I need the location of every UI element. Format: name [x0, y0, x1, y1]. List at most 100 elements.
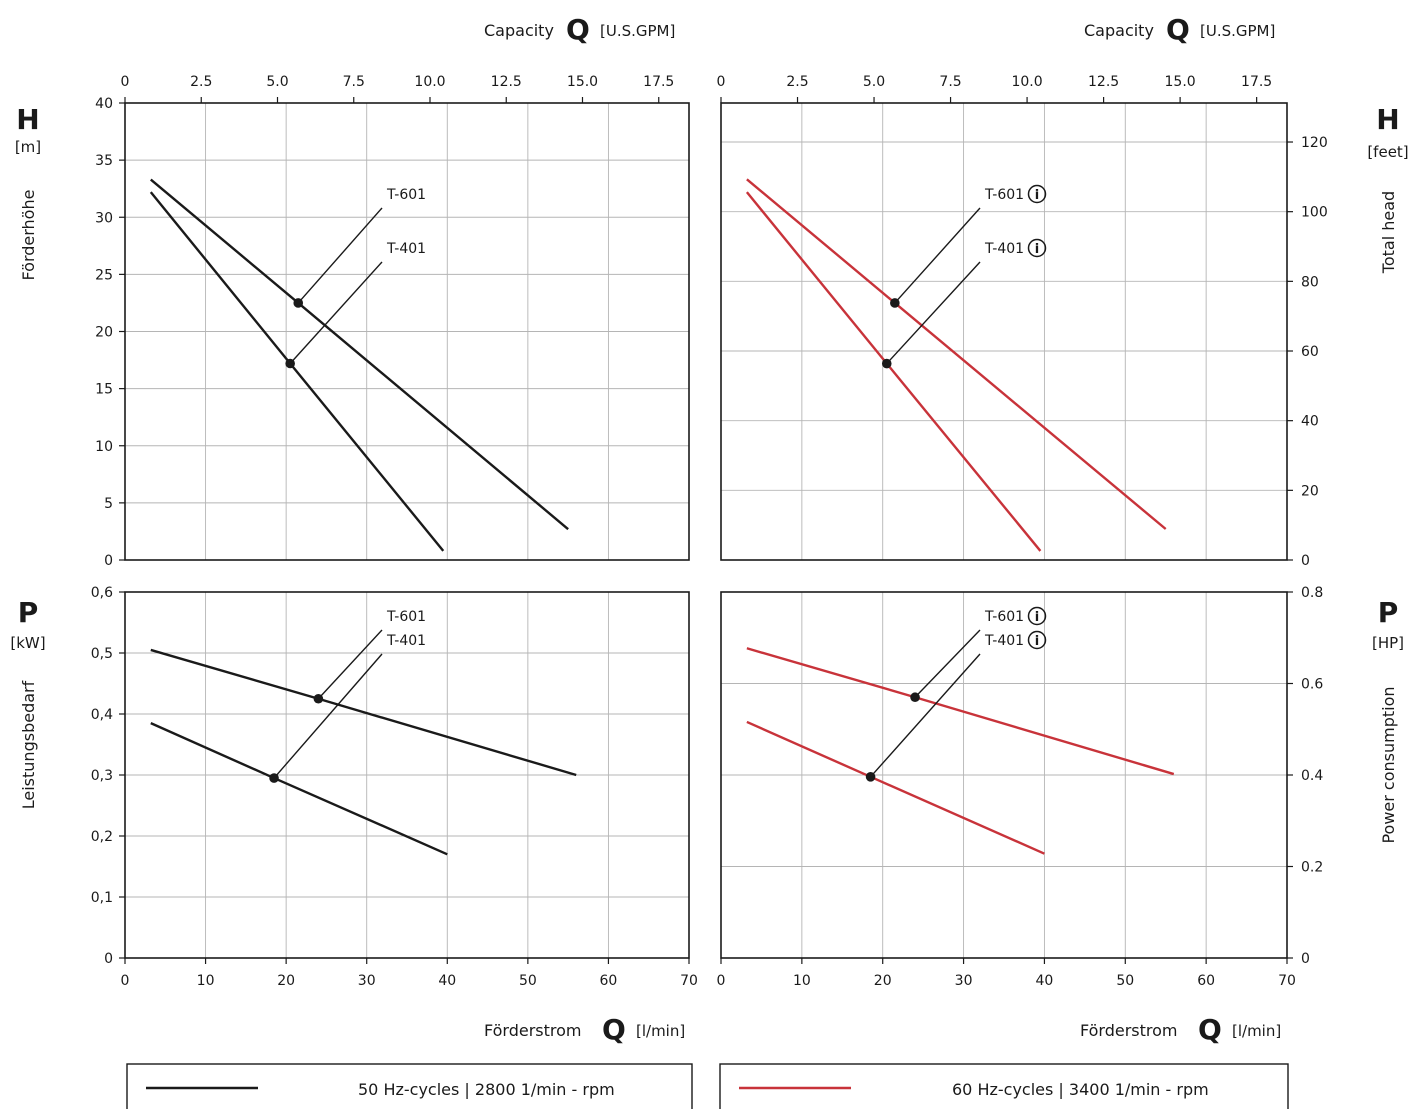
series-label-t-401: T-401 [984, 241, 1024, 257]
operating-point-t-401 [285, 358, 295, 369]
flow-label-left: Förderstrom [484, 1021, 582, 1040]
panel-head-50hz: 0 5 10 15 20 25 30 35 40 0 2.5 5.0 7.5 10.0 12.5 15.0 17… [95, 74, 690, 569]
series-label-t-601: T-601 [386, 187, 426, 203]
gpm-unit-left: [U.S.GPM] [600, 22, 675, 40]
info-icon[interactable]: i [1027, 630, 1047, 650]
p-symbol-left: P [18, 596, 39, 629]
x2-tick-label: 0 [121, 74, 130, 90]
y-tick-label: 0 [104, 553, 113, 569]
operating-point-t-601 [293, 298, 304, 308]
legend-box-50hz [126, 1063, 693, 1109]
plot-frame [720, 102, 1288, 561]
info-icon-glyph: i [1035, 634, 1039, 649]
legend-label-50hz: 50 Hz-cycles | 2800 1/min - rpm [358, 1080, 615, 1099]
series-label-t-401: T-401 [386, 633, 426, 649]
info-icon-glyph: i [1035, 242, 1039, 257]
leader-line-t-401 [870, 653, 981, 778]
info-icon-glyph: i [1035, 610, 1039, 625]
h-title-right: Total head [1379, 191, 1398, 274]
panel-power-60hz: 0 10 20 30 40 50 60 70 0 0.2 0.4 0.6 0.8 T-601 i T-401 i [717, 585, 1324, 989]
leader-line-t-401 [289, 261, 383, 364]
info-icon[interactable]: i [1027, 184, 1047, 204]
x2-tick-label: 12.5 [491, 74, 522, 90]
y-tick-label: 40 [1301, 414, 1319, 430]
series-label-t-601: T-601 [984, 187, 1024, 203]
x2-tick-label: 15.0 [567, 74, 598, 90]
y-tick-label: 0 [1301, 951, 1310, 967]
q-symbol-top-right: Q [1166, 13, 1190, 46]
info-icon[interactable]: i [1027, 238, 1047, 258]
flow-title-right: Förderstrom Q [l/min] [1080, 1013, 1281, 1046]
series-line-t-401 [746, 720, 1045, 855]
operating-point-t-601 [313, 693, 324, 704]
y-tick-label: 0 [1301, 553, 1310, 569]
h-symbol-left: H [16, 103, 39, 136]
x-tick-label: 70 [1278, 973, 1296, 989]
legend-50hz: 50 Hz-cycles | 2800 1/min - rpm [126, 1063, 693, 1109]
lmin-unit-left: [l/min] [636, 1022, 685, 1040]
x2-tick-label: 5.0 [266, 74, 288, 90]
x2-tick-label: 12.5 [1088, 74, 1119, 90]
y-tick-label: 40 [95, 96, 113, 112]
legend-60hz: 60 Hz-cycles | 3400 1/min - rpm [719, 1063, 1289, 1109]
x2-tick-label: 2.5 [786, 74, 808, 90]
y-tick-label: 20 [95, 325, 113, 341]
series-label-t-401: T-401 [984, 633, 1024, 649]
lmin-unit-right: [l/min] [1232, 1022, 1281, 1040]
y-tick-label: 60 [1301, 344, 1319, 360]
info-icon-glyph: i [1035, 188, 1039, 203]
gpm-unit-right: [U.S.GPM] [1200, 22, 1275, 40]
leader-line-t-601 [894, 207, 981, 304]
y-tick-label: 0.6 [1301, 677, 1323, 693]
leader-line-t-601 [914, 629, 981, 698]
x-tick-label: 10 [197, 973, 215, 989]
q-symbol-top-left: Q [566, 13, 590, 46]
p-unit-left: [kW] [10, 634, 45, 652]
y-tick-label: 15 [95, 382, 113, 398]
x-tick-label: 20 [277, 973, 295, 989]
legend-box-60hz [719, 1063, 1289, 1109]
y-tick-label: 25 [95, 267, 113, 283]
plot-frame [720, 591, 1288, 959]
panel-head-60hz: 0 20 40 60 80 100 120 0 2.5 5.0 7.5 10.0 12.5 15.0 17.… [717, 74, 1328, 569]
q-symbol-bottom-right: Q [1198, 1013, 1222, 1046]
series-line-t-401 [150, 722, 448, 856]
x-tick-label: 50 [1116, 973, 1134, 989]
leader-line-t-601 [297, 207, 383, 304]
operating-point-t-401 [269, 773, 279, 783]
h-unit-right: [feet] [1367, 143, 1408, 161]
x-tick-label: 70 [680, 973, 698, 989]
x-tick-label: 50 [519, 973, 537, 989]
info-icon[interactable]: i [1027, 606, 1047, 626]
y-tick-label: 0,1 [91, 890, 113, 906]
series-line-t-601 [150, 178, 569, 531]
y-tick-label: 5 [104, 496, 113, 512]
y-tick-label: 10 [95, 439, 113, 455]
operating-point-t-601 [890, 298, 900, 308]
p-title-right: Power consumption [1379, 686, 1398, 843]
x-tick-label: 30 [358, 973, 376, 989]
x2-tick-label: 7.5 [939, 74, 961, 90]
y-tick-label: 0.2 [1301, 860, 1323, 876]
x2-tick-label: 10.0 [414, 74, 445, 90]
x-tick-label: 60 [600, 973, 618, 989]
plot-frame [124, 102, 690, 561]
legend-label-60hz: 60 Hz-cycles | 3400 1/min - rpm [952, 1080, 1209, 1099]
capacity-title-right: Capacity Q [U.S.GPM] [1084, 13, 1275, 46]
y-tick-label: 0,2 [91, 829, 113, 845]
x2-tick-label: 0 [717, 74, 726, 90]
y-tick-label: 20 [1301, 483, 1319, 499]
h-title-left: Förderhöhe [19, 190, 38, 281]
x-tick-label: 30 [955, 973, 973, 989]
x-tick-label: 40 [438, 973, 456, 989]
x-tick-label: 40 [1036, 973, 1054, 989]
y-tick-label: 0,4 [91, 707, 113, 723]
operating-point-t-401 [865, 772, 876, 782]
x2-tick-label: 2.5 [190, 74, 212, 90]
capacity-label-right: Capacity [1084, 21, 1154, 40]
info-icon-circle [1027, 606, 1047, 626]
y-tick-label: 0 [104, 951, 113, 967]
panels: 0 5 10 15 20 25 30 35 40 0 2.5 5.0 7.5 10.0 12.5 15.0 17… [91, 74, 1328, 989]
plot-frame [124, 591, 690, 959]
